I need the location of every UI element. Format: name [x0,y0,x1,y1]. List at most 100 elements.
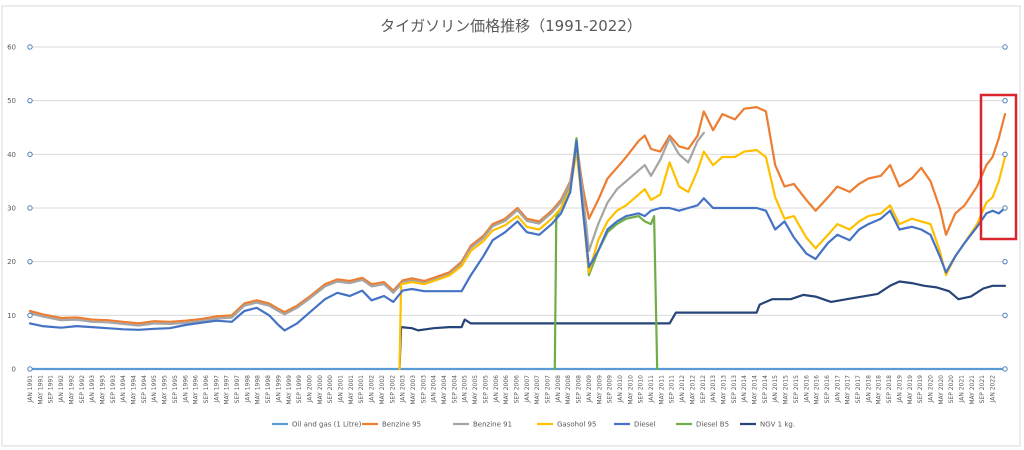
x-tick-label: JAN 2018 [865,375,872,404]
x-tick-label: SEP 2012 [700,375,707,404]
selection-handle [1002,366,1008,372]
x-tick-label: SEP 2008 [576,375,583,404]
x-tick-label: SEP 1998 [265,375,272,404]
x-tick-label: JAN 1998 [244,375,251,404]
x-tick-label: MAY 2018 [876,375,883,405]
legend-item: Diesel B5 [676,421,729,429]
x-tick-label: MAY 1996 [193,375,200,405]
selection-handle [1002,312,1008,319]
selection-handle [27,205,33,211]
x-tick-label: JAN 2004 [431,375,438,404]
x-tick-label: JAN 2015 [772,375,779,404]
chart-title: タイガソリン価格推移（1991-2022） [380,17,642,35]
selection-handle [1002,44,1008,50]
x-tick-label: MAY 2013 [721,375,728,405]
x-tick-label: MAY 2005 [472,375,479,405]
x-tick-label: SEP 2020 [948,375,955,404]
selection-handle [1002,97,1008,104]
x-tick-label: MAY 2019 [907,375,914,405]
x-tick-label: JAN 2000 [307,375,314,404]
series-line-benzine-91 [28,131,705,327]
x-tick-label: JAN 2007 [524,375,531,404]
x-tick-label: SEP 1993 [110,375,117,404]
x-tick-label: MAY 2007 [534,375,541,405]
x-tick-label: MAY 2020 [938,375,945,405]
x-tick-label: JAN 2014 [741,375,748,404]
x-tick-label: MAY 2006 [503,375,510,405]
x-tick-label: SEP 1996 [203,375,210,404]
selection-handle [27,312,33,319]
x-tick-label: MAY 2000 [317,375,324,405]
series-line-ngv-1-kg [398,280,1007,371]
x-tick-label: MAY 2008 [565,375,572,405]
legend-item: Benzine 91 [453,421,512,429]
x-tick-label: MAY 2001 [348,375,355,405]
x-tick-label: MAY 2002 [379,375,386,405]
selection-handles [27,44,1008,372]
x-tick-label: SEP 1995 [172,375,179,404]
x-tick-label: SEP 2006 [514,375,521,404]
x-tick-label: SEP 2014 [762,375,769,404]
x-tick-label: JAN 2005 [462,375,469,404]
x-tick-label: MAY 1991 [37,375,44,405]
x-tick-label: SEP 2013 [731,375,738,404]
series-lines [28,106,1007,371]
x-tick-label: MAY 1992 [68,375,75,405]
x-tick-label: MAY 2016 [814,375,821,405]
x-tick-label: MAY 2009 [596,375,603,405]
x-tick-label: MAY 2014 [752,375,759,405]
legend-item: Diesel [614,421,656,429]
x-tick-label: SEP 1992 [79,375,86,404]
y-tick-label: 10 [7,312,16,320]
x-tick-label: JAN 2006 [493,375,500,404]
legend-item: NGV 1 kg. [740,421,795,429]
x-tick-label: SEP 2010 [638,375,645,404]
x-tick-label: MAY 1994 [131,375,138,405]
y-tick-label: 30 [7,205,16,213]
x-tick-label: JAN 1996 [182,375,189,404]
legend-label: Diesel B5 [696,421,729,429]
x-tick-label: SEP 2019 [917,375,924,404]
x-tick-label: SEP 1999 [296,375,303,404]
x-tick-label: SEP 2007 [545,375,552,404]
x-tick-label: SEP 2009 [607,375,614,404]
x-tick-label: JAN 2008 [555,375,562,404]
selection-handle [27,366,33,372]
y-tick-label: 50 [7,97,16,105]
y-tick-label: 60 [7,44,16,52]
x-tick-label: JAN 2011 [648,375,655,404]
selection-handle [1002,205,1008,211]
x-tick-label: JAN 2002 [369,375,376,404]
x-tick-label: MAY 1998 [255,375,262,405]
series-line-gasohol-95 [398,148,1007,371]
selection-handle [27,258,33,265]
x-tick-label: JAN 1994 [120,375,127,404]
x-tick-label: JAN 2017 [834,375,841,404]
legend-label: NGV 1 kg. [760,421,795,429]
y-tick-label: 0 [12,366,16,374]
selection-handle [1002,151,1008,158]
selection-handle [27,44,33,50]
x-tick-label: SEP 2003 [420,375,427,404]
x-tick-label: SEP 2000 [327,375,334,404]
x-tick-label: JAN 2010 [617,375,624,404]
x-tick-label: JAN 2009 [586,375,593,404]
legend-label: Oil and gas (1 Litre) [292,421,362,429]
x-tick-label: SEP 2017 [855,375,862,404]
x-tick-label: JAN 1999 [275,375,282,404]
x-tick-label: MAY 1999 [286,375,293,405]
x-tick-label: MAY 2011 [658,375,665,405]
selection-handle [1002,258,1008,265]
selection-handle [27,151,33,158]
legend-label: Gasohol 95 [557,421,596,429]
x-tick-label: SEP 2004 [451,375,458,404]
x-tick-label: MAY 2010 [627,375,634,405]
legend-label: Benzine 91 [473,421,512,429]
x-tick-label: SEP 2016 [824,375,831,404]
x-tick-label: JAN 1991 [27,375,34,404]
x-tick-label: MAY 2012 [689,375,696,405]
x-tick-label: MAY 1997 [224,375,231,405]
x-tick-label: SEP 2011 [669,375,676,404]
legend-label: Benzine 95 [382,421,421,429]
